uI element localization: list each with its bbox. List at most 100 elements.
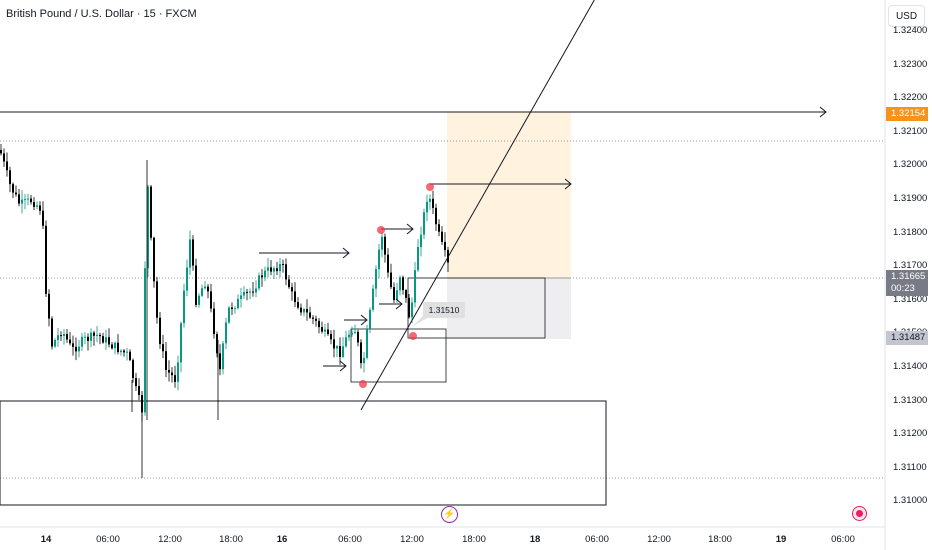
candle-body [363, 357, 365, 364]
candle-body [33, 202, 35, 207]
candle-body [240, 295, 242, 299]
candle-body [9, 170, 11, 185]
candle-body [336, 346, 338, 349]
target-price-tag: 1.32154 [886, 107, 928, 121]
economic-event-icon[interactable] [852, 506, 867, 521]
candle-body [3, 153, 5, 162]
candle-body [6, 161, 8, 171]
candle-body [432, 198, 434, 208]
time-axis-label: 06:00 [338, 534, 362, 545]
arrow-target-level[interactable] [0, 106, 827, 118]
arrow-swing-1[interactable] [259, 247, 350, 259]
candle-body [267, 267, 269, 271]
candle-body [162, 344, 164, 352]
candle-body [387, 254, 389, 273]
candle-body [297, 302, 299, 308]
accumulation-box[interactable] [350, 328, 447, 383]
candle-body [366, 329, 368, 358]
candle-body [300, 307, 302, 313]
candle-body [279, 263, 281, 272]
candle-body [399, 277, 401, 291]
candle-body [180, 323, 182, 363]
candle-body [249, 291, 251, 293]
candle-body [441, 231, 443, 242]
candle-body [423, 212, 425, 235]
candle-body [327, 329, 329, 335]
candle-body [372, 288, 374, 310]
candle-body [309, 312, 311, 318]
candlestick-series [0, 143, 449, 478]
price-axis-label: 1.31000 [893, 495, 928, 507]
candle-body [129, 351, 131, 361]
candle-body [282, 263, 284, 265]
arrow-swing-4[interactable] [344, 314, 368, 326]
price-axis-label: 1.32200 [893, 92, 928, 104]
candle-body [57, 335, 59, 341]
price-axis-label: 1.31800 [893, 226, 928, 238]
price-callout[interactable]: 1.31510 [423, 302, 465, 318]
candle-body [264, 270, 266, 278]
candle-body [150, 186, 152, 238]
candle-body [306, 309, 308, 313]
swing-marker-low[interactable] [359, 380, 367, 388]
candle-body [414, 270, 416, 303]
bar-countdown: 00:23 [891, 283, 915, 294]
swing-marker-entry[interactable] [409, 332, 417, 340]
candle-body [411, 302, 413, 318]
candle-body [324, 329, 326, 332]
candle-body [225, 322, 227, 344]
loss-zone[interactable] [447, 278, 571, 339]
time-axis-label: 06:00 [831, 534, 855, 545]
demand-zone-box[interactable] [0, 400, 607, 506]
candle-body [207, 286, 209, 292]
candle-body [99, 334, 101, 337]
arrow-swing-3[interactable] [379, 298, 403, 310]
swing-marker-mid[interactable] [377, 226, 385, 234]
candle-body [126, 351, 128, 353]
candle-body [294, 291, 296, 303]
candle-body [69, 339, 71, 344]
candle-body [138, 386, 140, 396]
candle-body [51, 318, 53, 347]
trend-line[interactable] [360, 0, 600, 411]
candle-body [351, 332, 353, 335]
candle-body [348, 334, 350, 338]
swing-marker-high[interactable] [426, 183, 434, 191]
candle-body [237, 298, 239, 309]
candle-body [273, 268, 275, 272]
currency-button[interactable]: USD [888, 5, 925, 27]
callout-pointer [413, 316, 431, 326]
candle-body [393, 287, 395, 300]
candle-body [93, 332, 95, 336]
candle-body [234, 308, 236, 310]
flash-icon[interactable]: ⚡ [441, 506, 458, 523]
time-axis-label: 12:00 [400, 534, 424, 545]
candle-body [54, 340, 56, 347]
candle-body [87, 336, 89, 341]
candle-body [177, 362, 179, 382]
candle-body [360, 342, 362, 364]
candle-body [183, 290, 185, 324]
candle-body [246, 291, 248, 293]
profit-zone[interactable] [447, 112, 571, 278]
symbol-title[interactable]: British Pound / U.S. Dollar · 15 · FXCM [6, 8, 197, 20]
arrow-swing-5[interactable] [323, 360, 347, 372]
price-axis-label: 1.31400 [893, 361, 928, 372]
candle-body [39, 205, 41, 211]
candle-body [108, 337, 110, 345]
candle-body [63, 333, 65, 337]
candle-body [153, 237, 155, 282]
candle-body [159, 317, 161, 345]
arrow-swing-2[interactable] [381, 223, 414, 235]
candle-body [378, 249, 380, 270]
candle-body [72, 343, 74, 347]
price-axis-label: 1.32300 [893, 58, 928, 70]
candle-body [198, 295, 200, 305]
candle-body [36, 205, 38, 207]
candle-body [48, 293, 50, 319]
candle-body [342, 346, 344, 357]
candle-body [345, 337, 347, 347]
candle-body [288, 279, 290, 288]
arrow-high-level[interactable] [430, 178, 572, 190]
